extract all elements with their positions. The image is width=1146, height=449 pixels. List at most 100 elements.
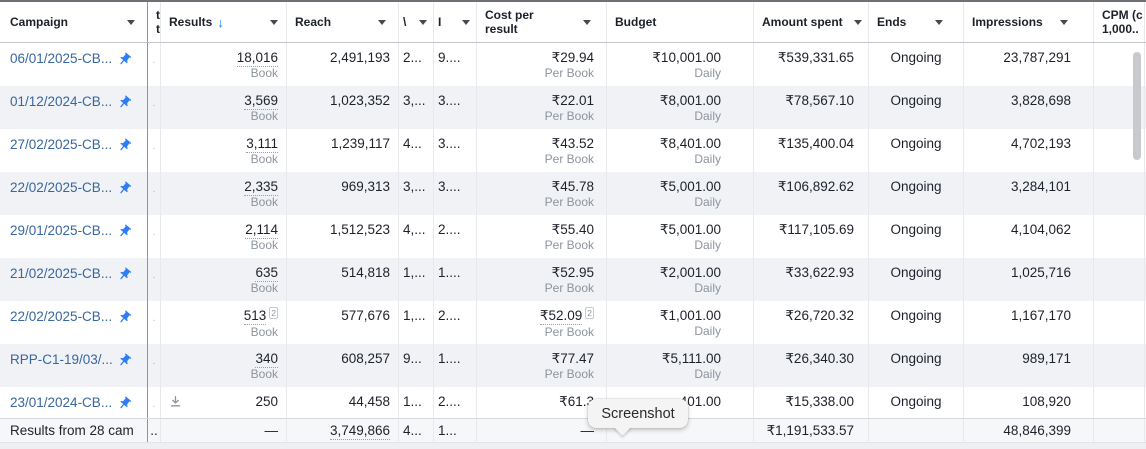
amount_spent-value: ₹26,720.32 xyxy=(785,308,854,323)
cell-col5: 2... xyxy=(399,43,434,86)
cell-impressions: 1,167,170 xyxy=(964,301,1094,344)
filter-caret-icon[interactable] xyxy=(419,19,427,25)
campaign-link[interactable]: 29/01/2025-CB... xyxy=(10,223,113,238)
filter-caret-icon[interactable] xyxy=(462,19,470,25)
campaign-link[interactable]: 27/02/2025-CB... xyxy=(10,137,113,152)
filter-caret-icon[interactable] xyxy=(1060,19,1068,25)
column-header-col5[interactable]: \ xyxy=(399,2,434,42)
cell-budget: ₹8,001.00 Daily xyxy=(607,86,754,129)
column-header-colA[interactable]: t t xyxy=(147,2,161,42)
hoverable-metric[interactable]: 3,111 xyxy=(246,136,278,153)
screenshot-tooltip-label: Screenshot xyxy=(601,405,675,422)
cell-reach: 969,313 xyxy=(287,172,399,215)
pin-icon[interactable] xyxy=(117,310,132,325)
pin-icon[interactable] xyxy=(117,95,132,110)
column-header-label: \ xyxy=(403,14,407,29)
filter-caret-icon[interactable] xyxy=(583,19,591,25)
hoverable-metric[interactable]: 635 xyxy=(255,265,278,282)
cell-results: 3,111 Book xyxy=(161,129,287,172)
hoverable-metric[interactable]: 2,335 xyxy=(244,179,278,196)
budget-value: ₹5,001.00 xyxy=(659,222,721,237)
vertical-scrollbar-thumb[interactable] xyxy=(1133,52,1141,160)
cell-colA: . xyxy=(147,129,161,172)
cell-amount_spent: ₹33,622.93 xyxy=(754,258,869,301)
cell-campaign: 06/01/2025-CB... xyxy=(0,43,148,86)
cell-reach: 1,239,117 xyxy=(287,129,399,172)
cell-ends: Ongoing xyxy=(869,387,964,418)
cell-impressions: 989,171 xyxy=(964,344,1094,387)
column-header-reach[interactable]: Reach xyxy=(287,2,399,42)
cell-budget: ₹5,001.00 Daily xyxy=(607,215,754,258)
metric-sublabel: Per Book xyxy=(544,367,594,381)
results-value[interactable]: 3,569 xyxy=(161,93,278,110)
download-icon[interactable] xyxy=(169,395,182,408)
cell-ends: Ongoing xyxy=(869,172,964,215)
campaign-link[interactable]: 23/01/2024-CB... xyxy=(10,395,113,410)
column-header-impressions[interactable]: Impressions xyxy=(964,2,1094,42)
table-footer-row: Results from 28 cam.. — 3,749,866 4... 1... —… xyxy=(0,418,1146,442)
hoverable-metric[interactable]: ₹52.09 xyxy=(539,308,583,325)
cell-cost_per_result: ₹52.09 2 Per Book xyxy=(477,301,607,344)
pin-icon[interactable] xyxy=(117,138,132,153)
pin-icon[interactable] xyxy=(117,181,132,196)
results-value[interactable]: 635 xyxy=(161,265,278,282)
results-value[interactable]: 2,114 xyxy=(161,222,278,239)
hoverable-metric[interactable]: 3,749,866 xyxy=(329,423,390,440)
filter-caret-icon[interactable] xyxy=(935,19,943,25)
hoverable-metric[interactable]: 18,016 xyxy=(236,50,278,67)
filter-caret-icon[interactable] xyxy=(854,19,862,25)
filter-caret-icon[interactable] xyxy=(378,19,386,25)
impressions-value: 108,920 xyxy=(1022,394,1071,409)
metric-sublabel: Daily xyxy=(694,367,721,381)
filter-caret-icon[interactable] xyxy=(127,19,135,25)
pin-icon[interactable] xyxy=(117,267,132,282)
campaign-link[interactable]: 21/02/2025-CB... xyxy=(10,266,113,281)
results-value[interactable]: 3,111 xyxy=(161,136,278,153)
campaign-link[interactable]: 22/02/2025-CB... xyxy=(10,309,113,324)
results-value[interactable]: 18,016 xyxy=(161,50,278,67)
results-value[interactable]: 2,335 xyxy=(161,179,278,196)
cell-cost_per_result: ₹45.78 Per Book xyxy=(477,172,607,215)
metric-sublabel: Per Book xyxy=(544,238,594,252)
hoverable-metric[interactable]: 340 xyxy=(255,351,278,368)
metric-sublabel: Book xyxy=(250,238,278,252)
pin-icon[interactable] xyxy=(117,52,132,67)
column-header-campaign[interactable]: Campaign xyxy=(0,2,148,42)
truncated-cell-text: . xyxy=(152,312,156,324)
pin-icon[interactable] xyxy=(117,224,132,239)
budget-value: ₹8,001.00 xyxy=(659,93,721,108)
results-value[interactable]: 513 2 xyxy=(161,307,278,325)
column-header-amount_spent[interactable]: Amount spent xyxy=(754,2,869,42)
hoverable-metric[interactable]: 3,569 xyxy=(244,93,278,110)
cost_per_result-value[interactable]: ₹52.09 2 xyxy=(477,307,594,325)
hoverable-metric[interactable]: 2,114 xyxy=(245,222,278,239)
column-header-label: Results xyxy=(169,14,213,29)
cell-colA: . xyxy=(147,172,161,215)
column-header-cpm[interactable]: CPM (c 1,000.. xyxy=(1094,2,1145,42)
filter-caret-icon[interactable] xyxy=(270,19,278,25)
sort-descending-icon[interactable]: ↓ xyxy=(217,14,224,30)
column-header-label: Cost per result xyxy=(485,7,534,36)
truncated-cell-text: . xyxy=(152,398,156,410)
campaign-link[interactable]: 06/01/2025-CB... xyxy=(10,51,113,66)
column-header-col6[interactable]: I xyxy=(434,2,477,42)
column-header-budget[interactable]: Budget xyxy=(607,2,754,42)
hoverable-metric[interactable]: 513 xyxy=(243,308,267,325)
truncated-value: 3.... xyxy=(438,136,461,151)
column-header-ends[interactable]: Ends xyxy=(869,2,964,42)
results-value[interactable]: 340 xyxy=(161,351,278,368)
column-header-cost_per_result[interactable]: Cost per result xyxy=(477,2,607,42)
column-header-results[interactable]: Results ↓ xyxy=(161,2,287,42)
campaign-link[interactable]: 22/02/2025-CB... xyxy=(10,180,113,195)
cell-amount_spent: ₹26,720.32 xyxy=(754,301,869,344)
campaign-link[interactable]: 01/12/2024-CB... xyxy=(10,94,113,109)
cell-colA: . xyxy=(147,387,161,418)
footnote-marker: 2 xyxy=(585,307,594,319)
campaign-link[interactable]: RPP-C1-19/03/... xyxy=(10,352,113,367)
pin-icon[interactable] xyxy=(117,353,132,368)
truncated-value: 4... xyxy=(403,136,422,151)
pin-icon[interactable] xyxy=(117,396,132,411)
impressions-value: 4,702,193 xyxy=(1010,136,1071,151)
reach-value: 1,023,352 xyxy=(329,93,390,108)
